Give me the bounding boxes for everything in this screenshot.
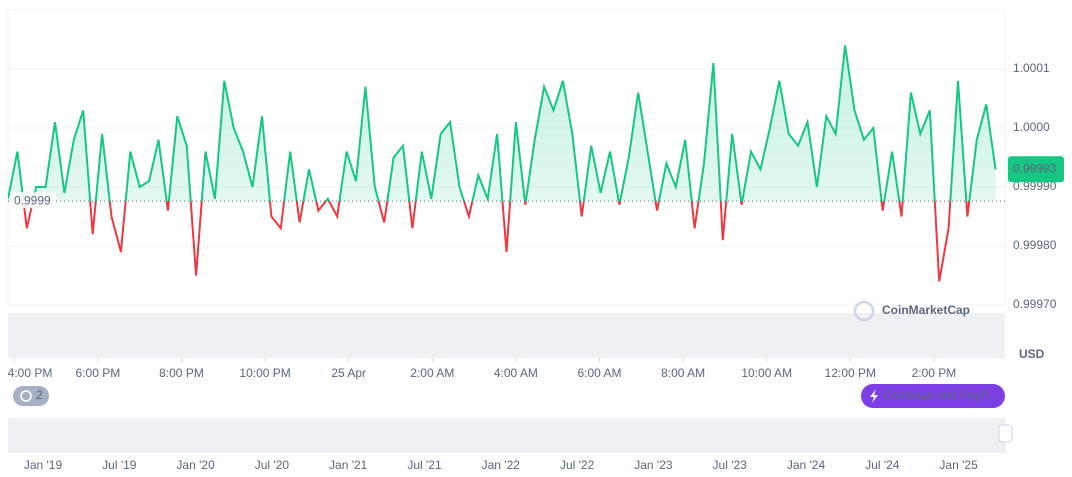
x-tick-label: 4:00 PM xyxy=(8,366,53,380)
baseline-label-bg xyxy=(10,192,56,209)
news-button-label: Coinbase and PayP... xyxy=(883,388,998,402)
y-tick-label: 0.99990 xyxy=(1013,179,1057,193)
x-tick-label: 4:00 AM xyxy=(494,366,538,380)
x-tick-label: 10:00 PM xyxy=(239,366,290,380)
x-tick-label: 12:00 PM xyxy=(825,366,876,380)
navigator-label: Jan '23 xyxy=(634,458,673,472)
news-icon xyxy=(870,389,878,403)
y-tick-label: 1.0001 xyxy=(1013,61,1050,75)
navigator-label: Jul '20 xyxy=(255,458,290,472)
x-tick-label: 8:00 AM xyxy=(661,366,705,380)
x-tick-label: 6:00 PM xyxy=(76,366,121,380)
navigator-label: Jul '19 xyxy=(102,458,137,472)
navigator-handle[interactable] xyxy=(998,424,1013,443)
event-icon xyxy=(20,390,32,402)
x-tick-label: 2:00 AM xyxy=(410,366,454,380)
x-tick-label: 10:00 AM xyxy=(741,366,792,380)
x-tick-label: 2:00 PM xyxy=(912,366,957,380)
navigator-label: Jan '22 xyxy=(482,458,521,472)
navigator-label: Jan '24 xyxy=(787,458,826,472)
x-tick-label: 25 Apr xyxy=(331,366,366,380)
y-tick-label: 0.99980 xyxy=(1013,238,1057,252)
volume-strip xyxy=(8,313,1005,358)
navigator-label: Jul '24 xyxy=(865,458,900,472)
news-button[interactable] xyxy=(861,384,1005,408)
event-count: 2 xyxy=(36,388,43,402)
navigator-label: Jan '20 xyxy=(176,458,215,472)
price-tag-label: 0.99993 xyxy=(1013,161,1057,175)
watermark: CoinMarketCap xyxy=(882,303,970,317)
price-line xyxy=(8,45,997,202)
y-tick-label: 0.99970 xyxy=(1013,297,1057,311)
baseline-label: 0.9999 xyxy=(14,193,51,207)
x-tick-label: 8:00 PM xyxy=(159,366,204,380)
navigator-label: Jan '25 xyxy=(939,458,978,472)
navigator-label: Jan '21 xyxy=(329,458,368,472)
navigator-label: Jul '21 xyxy=(407,458,442,472)
watermark-icon xyxy=(853,300,875,322)
price-tag xyxy=(1008,156,1064,183)
currency-label: USD xyxy=(1019,347,1045,361)
navigator-label: Jul '23 xyxy=(713,458,748,472)
navigator-label: Jan '19 xyxy=(24,458,63,472)
navigator xyxy=(8,418,1006,453)
x-tick-label: 6:00 AM xyxy=(577,366,621,380)
y-tick-label: 1.0000 xyxy=(1013,120,1050,134)
navigator-label: Jul '22 xyxy=(560,458,595,472)
